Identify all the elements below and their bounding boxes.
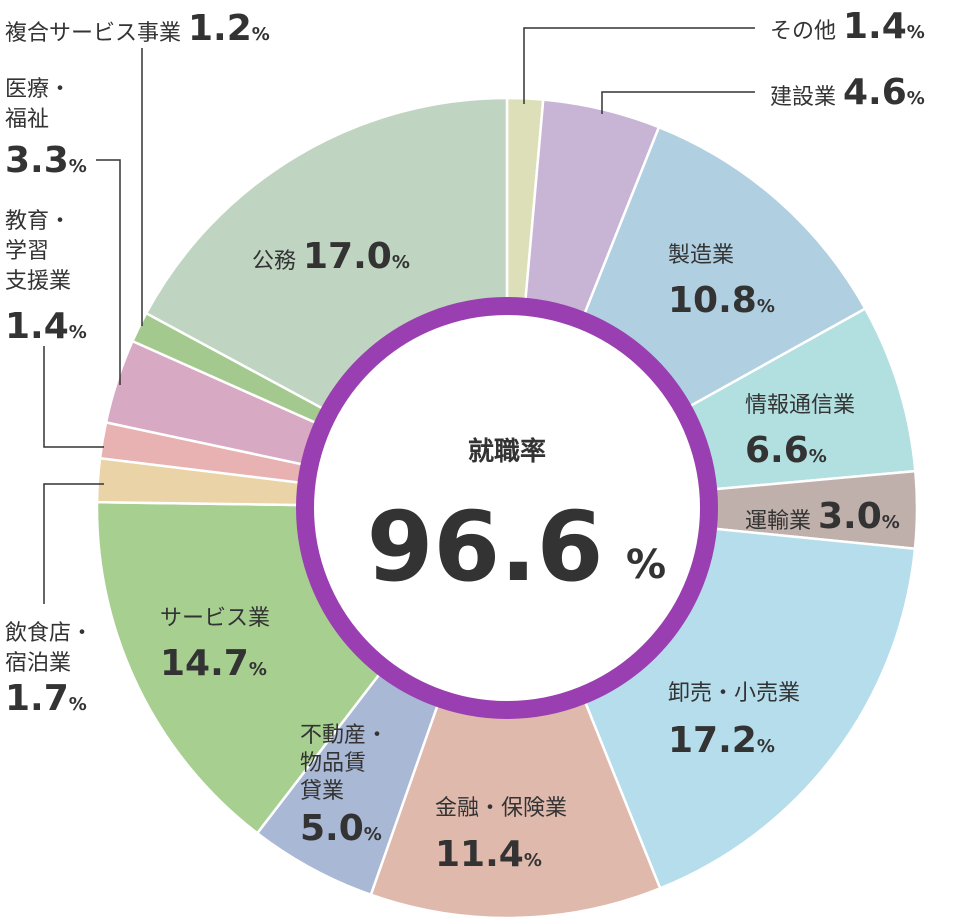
label-13: 公務 17.0% — [252, 236, 410, 277]
center-disc — [297, 298, 717, 718]
label-name-5-0: 卸売・小売業 — [668, 681, 800, 706]
label-value-5: 17.2% — [668, 720, 775, 761]
label-name-7-1: 物品賃 — [300, 751, 366, 776]
label-name-11-1: 福祉 — [5, 107, 49, 132]
label-4: 運輸業 3.0% — [745, 496, 900, 537]
label-0: その他 1.4% — [770, 6, 925, 47]
label-value-2: 10.8% — [668, 280, 775, 321]
label-name-10-2: 支援業 — [5, 269, 71, 294]
label-value-3: 6.6% — [745, 430, 827, 471]
label-name-9-1: 宿泊業 — [5, 651, 71, 676]
label-name-2-0: 製造業 — [668, 243, 734, 268]
label-name-9-0: 飲食店・ — [5, 621, 93, 646]
label-value-6: 11.4% — [435, 834, 542, 875]
labels-group: その他 1.4% 建設業 4.6% 製造業 10.8% 情報通信業 6.6% 運輸業 3.0… — [5, 6, 925, 875]
leader-kensetsu — [601, 91, 755, 114]
label-1: 建設業 4.6% — [770, 72, 925, 113]
label-value-8: 14.7% — [160, 643, 267, 684]
label-name-6-0: 金融・保険業 — [435, 796, 567, 821]
label-value-7: 5.0% — [300, 808, 382, 849]
label-12: 複合サービス事業 1.2% — [5, 8, 270, 49]
label-name-10-1: 学習 — [5, 239, 49, 264]
leader-inshoku — [43, 483, 104, 604]
center-ring — [296, 297, 718, 719]
label-name-8-0: サービス業 — [160, 606, 270, 631]
center-title: 就職率 — [468, 436, 546, 467]
leader-iryo — [96, 159, 121, 385]
leader-sonota — [523, 27, 755, 104]
center-value: 96.6 — [367, 491, 604, 603]
label-name-7-0: 不動産・ — [300, 723, 388, 748]
label-name-3-0: 情報通信業 — [745, 393, 855, 418]
leader-kyoiku — [43, 346, 104, 448]
label-name-10-0: 教育・ — [5, 209, 71, 234]
center-unit: % — [626, 542, 666, 588]
label-value-11: 3.3% — [5, 140, 87, 181]
label-name-11-0: 医療・ — [5, 77, 71, 102]
label-value-9: 1.7% — [5, 678, 87, 719]
label-value-10: 1.4% — [5, 306, 87, 347]
label-name-7-2: 貸業 — [300, 779, 344, 804]
